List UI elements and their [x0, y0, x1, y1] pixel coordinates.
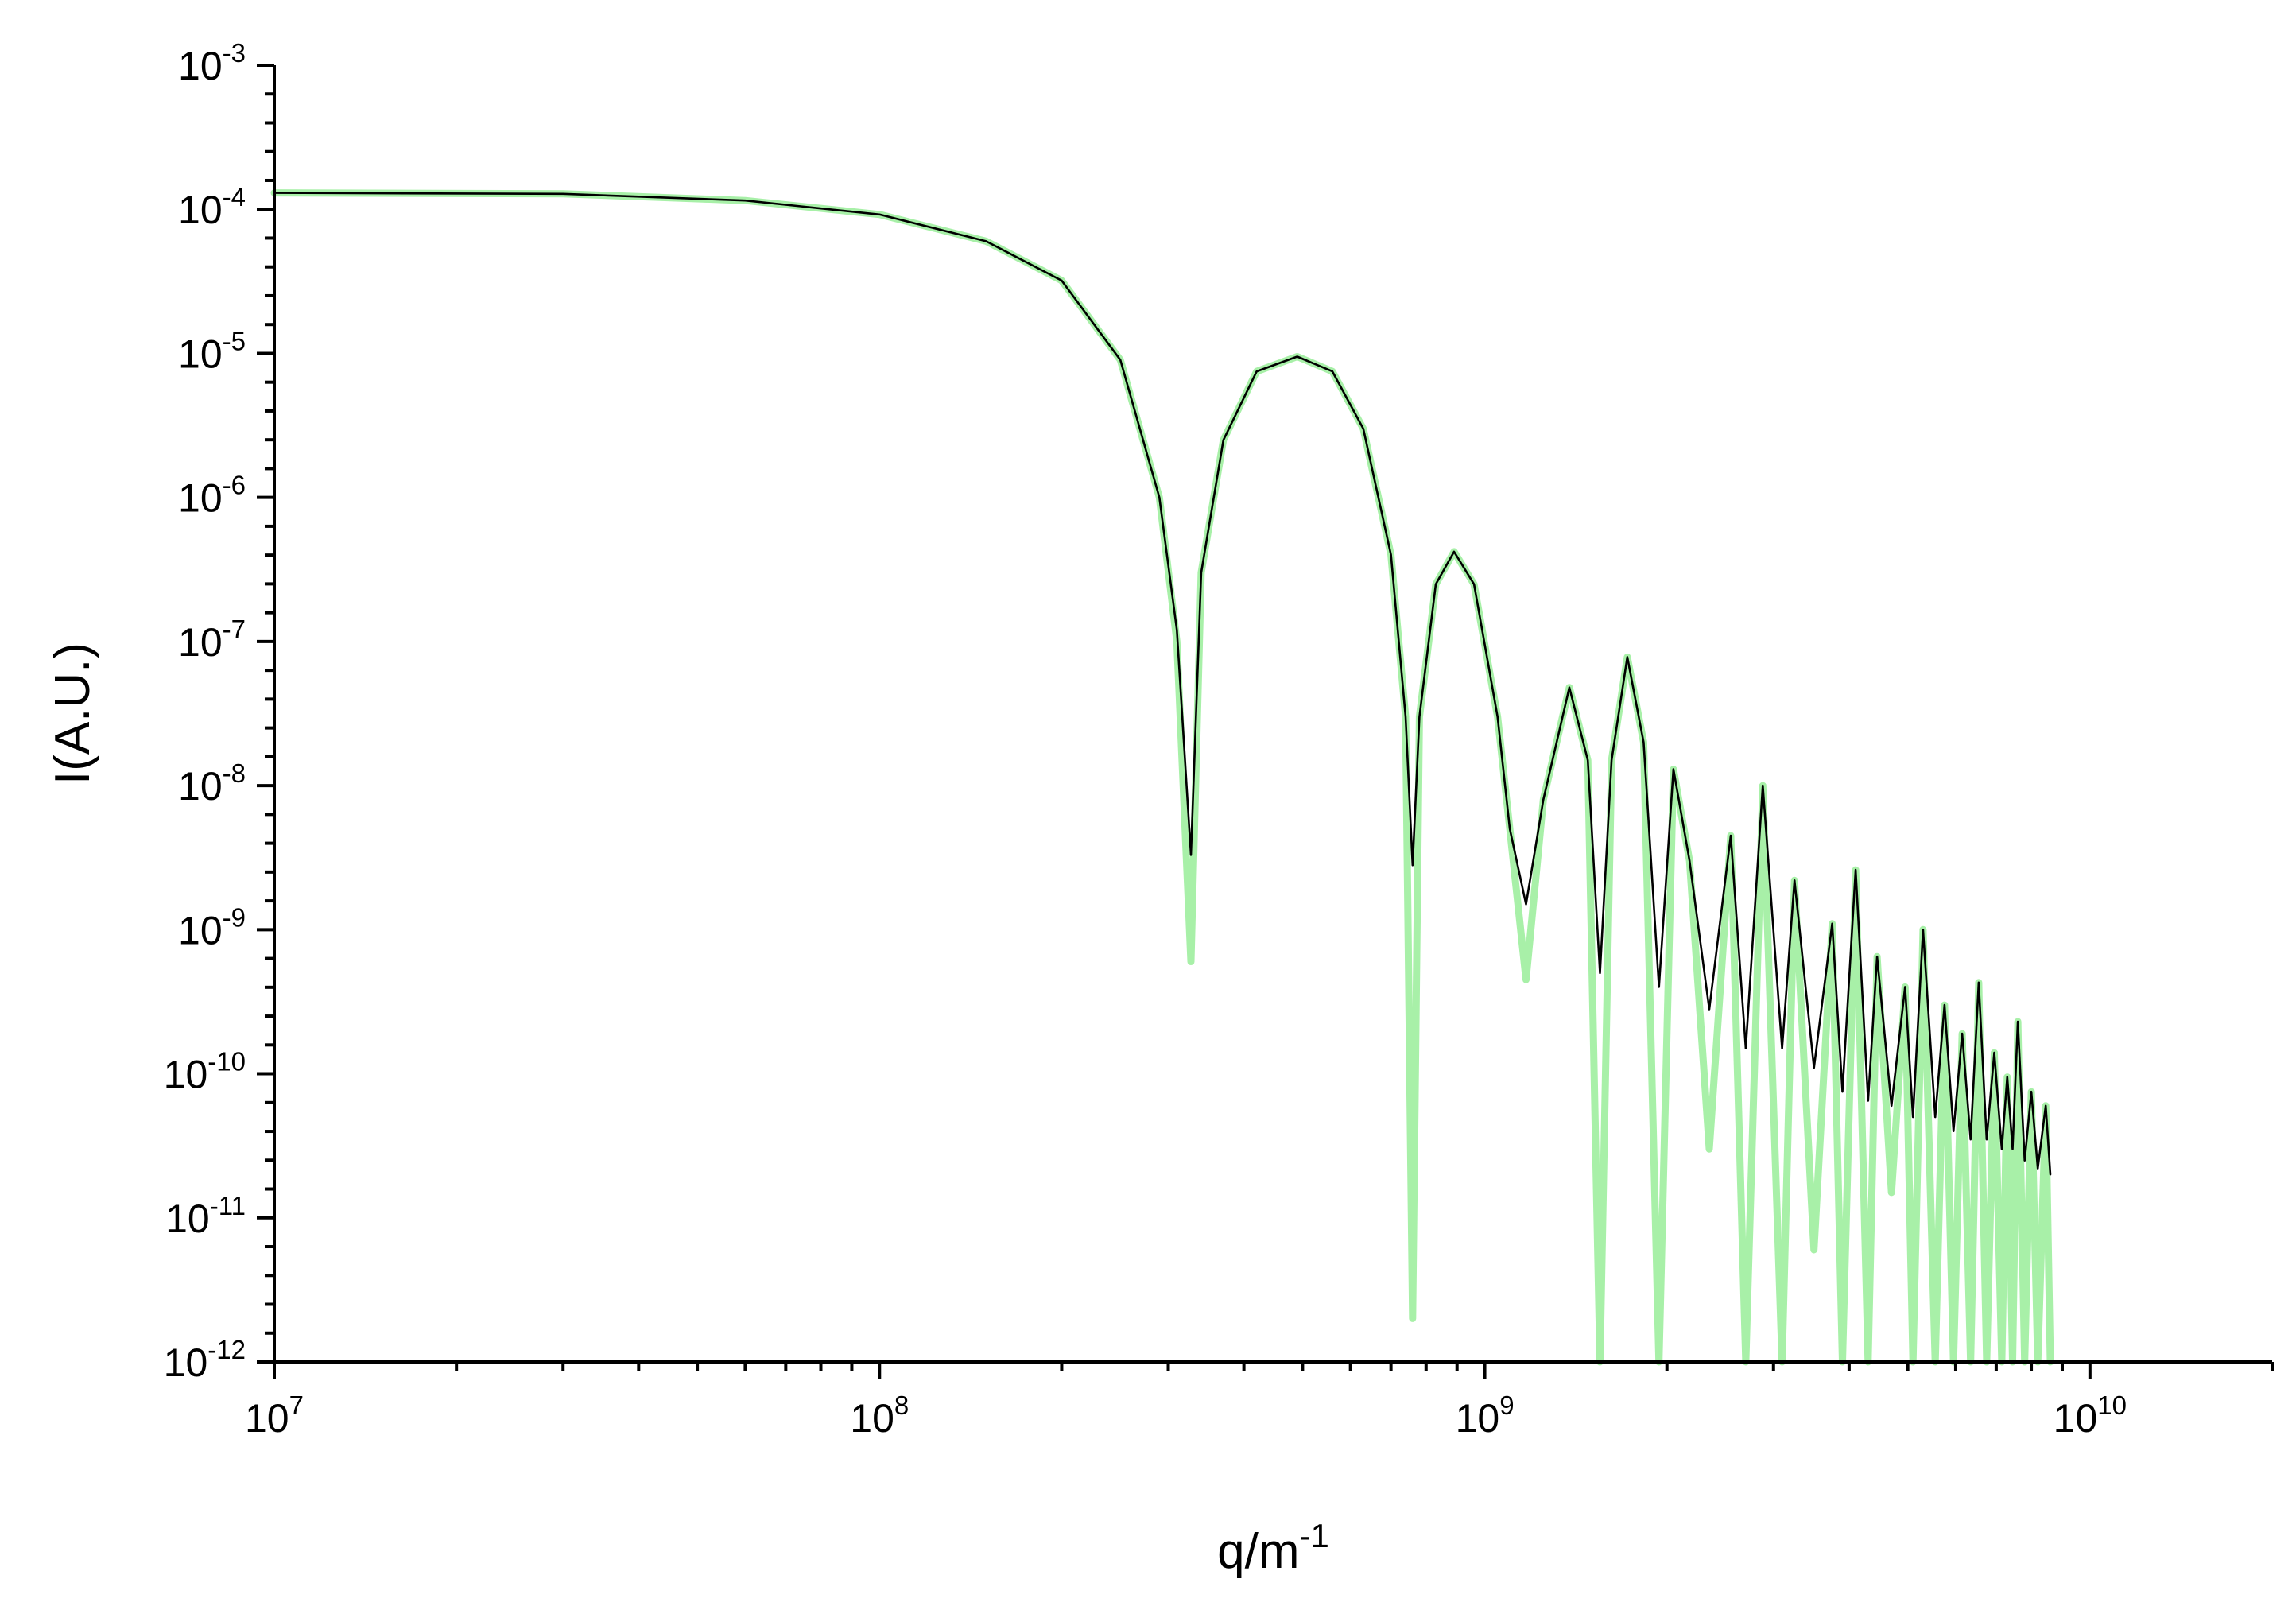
y-tick-base: 10 — [178, 476, 223, 521]
x-tick-label: 107 — [245, 1391, 304, 1441]
x-tick-exponent: 9 — [1499, 1391, 1514, 1420]
y-tick-label: 10-5 — [178, 326, 246, 376]
x-tick-base: 10 — [850, 1396, 894, 1441]
series-line-0 — [270, 189, 2054, 1366]
y-tick-base: 10 — [165, 1197, 210, 1241]
y-tick-base: 10 — [178, 620, 223, 665]
x-tick-exponent: 10 — [2097, 1391, 2127, 1420]
y-tick-exponent: -6 — [223, 471, 246, 500]
x-tick-base: 10 — [2054, 1396, 2098, 1441]
y-tick-base: 10 — [178, 44, 223, 88]
y-axis-title: I(A.U.) — [45, 642, 100, 785]
y-tick-exponent: -4 — [223, 182, 246, 211]
y-tick-exponent: -8 — [223, 758, 246, 788]
y-tick-base: 10 — [178, 332, 223, 376]
y-tick-label: 10-12 — [164, 1335, 246, 1385]
y-tick-label: 10-10 — [164, 1047, 246, 1097]
y-tick-exponent: -11 — [210, 1191, 246, 1220]
y-tick-base: 10 — [178, 908, 223, 952]
x-tick-label: 1010 — [2054, 1391, 2127, 1441]
x-axis-title-base: q/m — [1217, 1524, 1299, 1579]
y-tick-label: 10-8 — [178, 758, 246, 809]
y-tick-base: 10 — [164, 1053, 208, 1097]
y-tick-base: 10 — [178, 764, 223, 809]
x-tick-base: 10 — [1456, 1396, 1500, 1441]
y-tick-label: 10-3 — [178, 38, 246, 88]
y-tick-base: 10 — [178, 188, 223, 232]
series-layer — [270, 189, 2054, 1366]
x-ticks: 107 108 109 1010 — [245, 1362, 2274, 1441]
axes-layer: 107 108 109 1010 10-310-410-510-610-710-810… — [164, 38, 2274, 1441]
y-tick-label: 10-11 — [165, 1191, 246, 1241]
y-tick-label: 10-4 — [178, 182, 246, 232]
x-tick-label: 109 — [1456, 1391, 1515, 1441]
y-tick-exponent: -9 — [223, 902, 246, 932]
x-tick-exponent: 7 — [289, 1391, 304, 1420]
y-tick-label: 10-6 — [178, 471, 246, 521]
y-tick-label: 10-7 — [178, 615, 246, 665]
x-axis-title: q/m-1 — [1217, 1517, 1329, 1579]
y-tick-exponent: -12 — [207, 1335, 246, 1364]
y-tick-exponent: -7 — [223, 615, 246, 644]
y-ticks: 10-310-410-510-610-710-810-910-1010-1110… — [164, 38, 274, 1385]
series-line-1 — [273, 192, 2052, 1176]
y-tick-exponent: -10 — [207, 1047, 246, 1076]
y-tick-exponent: -3 — [223, 38, 246, 68]
x-axis-title-exponent: -1 — [1300, 1517, 1329, 1554]
y-tick-exponent: -5 — [223, 326, 246, 355]
y-tick-label: 10-9 — [178, 902, 246, 952]
x-tick-label: 108 — [850, 1391, 909, 1441]
x-tick-base: 10 — [245, 1396, 289, 1441]
x-tick-exponent: 8 — [894, 1391, 909, 1420]
y-tick-base: 10 — [164, 1340, 208, 1385]
